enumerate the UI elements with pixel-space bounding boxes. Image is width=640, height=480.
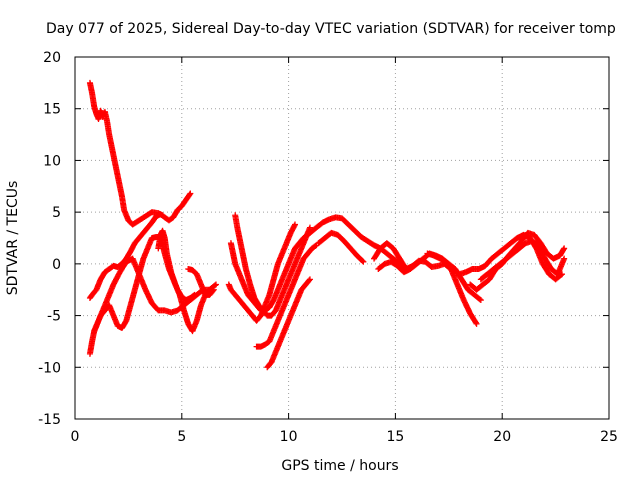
data-point: [306, 224, 313, 231]
data-point: [306, 276, 313, 283]
data-points: [86, 79, 568, 371]
x-tick-label: 25: [600, 429, 618, 445]
data-series-trace-1: [86, 79, 166, 228]
data-point: [561, 255, 568, 262]
data-series-trace-6: [185, 266, 217, 298]
data-point: [292, 221, 299, 228]
y-tick-label: -5: [47, 309, 61, 325]
plot-frame: [74, 56, 610, 420]
y-tick-label: -10: [38, 360, 61, 376]
data-point: [211, 282, 218, 289]
x-tick-label: 0: [71, 429, 80, 445]
data-series-trace-8: [227, 229, 313, 314]
data-point: [473, 320, 480, 327]
y-tick-label: 5: [52, 205, 61, 221]
data-point: [360, 258, 367, 265]
x-tick-label: 10: [280, 429, 298, 445]
data-series-trace-11: [264, 276, 313, 371]
data-series-trace-13: [315, 229, 367, 265]
axis-ticks: 0 5 10 15 20 25 -15 -10 -5 0 5 10 15 20: [38, 50, 618, 445]
data-point: [472, 319, 479, 326]
x-tick-label: 15: [386, 429, 404, 445]
y-tick-label: 15: [43, 102, 61, 118]
data-point: [312, 243, 319, 250]
data-point: [561, 245, 568, 252]
data-point: [187, 190, 194, 197]
data-point: [477, 297, 484, 304]
data-series-trace-2: [86, 190, 194, 301]
y-tick-label: 20: [43, 50, 61, 66]
y-tick-label: 10: [43, 153, 61, 169]
data-point: [209, 287, 216, 294]
y-tick-label: 0: [52, 257, 61, 273]
data-point: [212, 281, 219, 288]
chart-title: Day 077 of 2025, Sidereal Day-to-day VTE…: [46, 21, 616, 37]
data-series-trace-9: [225, 221, 299, 324]
data-series-trace-18: [477, 238, 568, 283]
data-point: [186, 191, 193, 198]
x-tick-label: 20: [493, 429, 511, 445]
data-point: [476, 296, 483, 303]
data-point: [306, 277, 313, 284]
y-axis-label: SDTVAR / TECUs: [5, 181, 21, 296]
x-tick-label: 5: [177, 429, 186, 445]
data-point: [210, 286, 217, 293]
x-axis-label: GPS time / hours: [281, 458, 398, 474]
y-tick-label: -15: [38, 412, 61, 428]
data-point: [359, 257, 366, 264]
data-series-trace-5: [155, 227, 213, 335]
